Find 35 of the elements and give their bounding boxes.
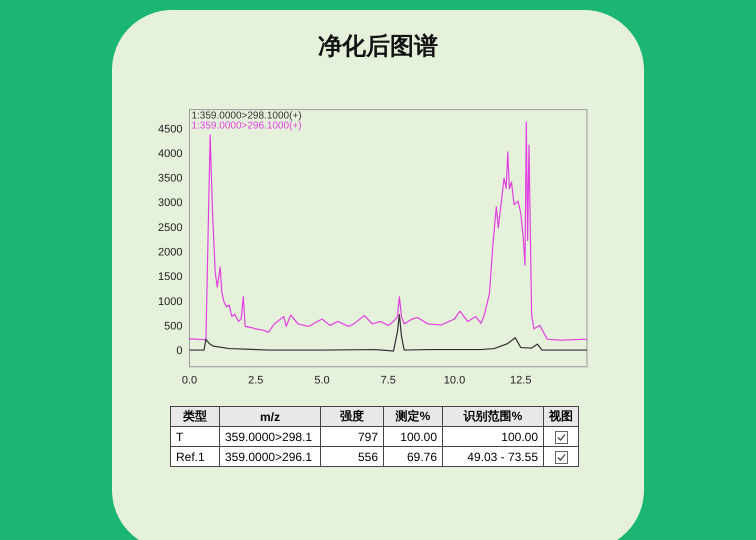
text: 69.76 <box>384 446 442 466</box>
text: 359.0000>298.1 <box>220 426 320 446</box>
y-tick-label: 0 <box>176 345 182 358</box>
category-label: 视图 <box>544 406 578 426</box>
y-tick-label: 4500 <box>158 123 182 136</box>
y-tick-label: 1000 <box>158 296 182 308</box>
y-tick-label: 2500 <box>158 222 182 234</box>
text: 797 <box>320 426 384 446</box>
y-tick-label: 3500 <box>158 172 182 185</box>
text: Ref.1 <box>170 446 220 466</box>
y-tick-label: 4000 <box>158 148 182 160</box>
category-label: 类型 <box>170 406 220 426</box>
text: 49.03 - 73.55 <box>442 446 544 466</box>
y-tick-label: 3000 <box>158 197 182 210</box>
y-tick-label: 1500 <box>158 271 182 284</box>
x-tick-label: 5.0 <box>314 374 330 386</box>
text: 556 <box>320 446 384 466</box>
x-tick-label: 0.0 <box>182 374 198 386</box>
x-tick-label: 10.0 <box>444 374 466 386</box>
x-tick-label: 7.5 <box>380 374 396 386</box>
x-tick-label: 12.5 <box>510 374 532 386</box>
category-label: m/z <box>220 406 320 426</box>
y-tick-label: 500 <box>164 320 182 332</box>
text: T <box>170 426 220 446</box>
text: 100.00 <box>384 426 442 446</box>
text: 100.00 <box>442 426 544 446</box>
category-label: 测定% <box>384 406 442 426</box>
category-label: 强度 <box>320 406 384 426</box>
text: 359.0000>296.1 <box>220 446 320 466</box>
x-tick-label: 2.5 <box>248 374 264 386</box>
series-label: 1:359.0000>296.1000(+) <box>191 120 302 132</box>
chart-title: 净化后图谱 <box>317 31 439 62</box>
y-tick-label: 2000 <box>158 246 182 259</box>
category-label: 识别范围% <box>442 406 544 426</box>
text: 1:359.0000>298.1000(+) <box>191 110 302 122</box>
